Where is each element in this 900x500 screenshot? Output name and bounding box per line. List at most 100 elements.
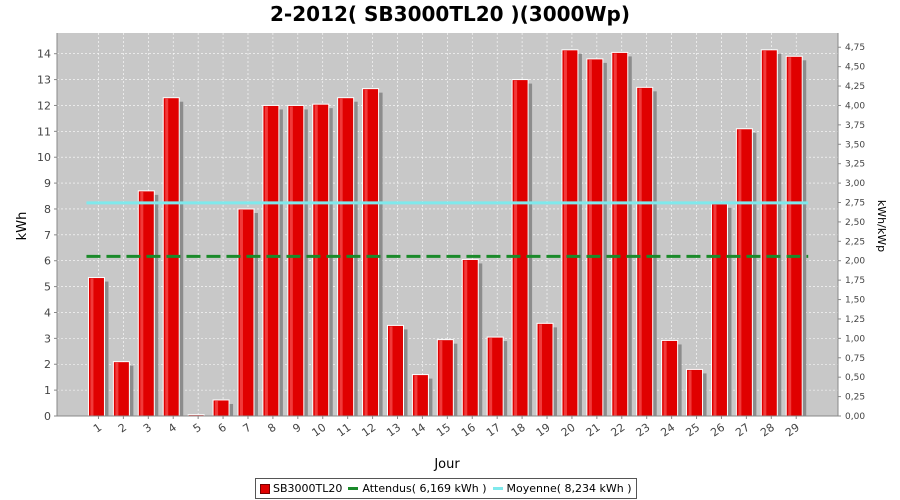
y2-axis-title: kWh/kWp	[875, 200, 888, 252]
y-tick-label: 5	[44, 281, 51, 294]
bar-highlight	[289, 106, 293, 416]
bar-highlight	[264, 106, 268, 416]
y-tick-label: 6	[44, 255, 51, 268]
bar-highlight	[713, 204, 717, 416]
bar-highlight	[215, 400, 219, 416]
x-tick-label: 7	[241, 421, 254, 436]
legend-label-series: SB3000TL20	[273, 482, 343, 495]
y2-tick-label: 4,00	[845, 101, 865, 111]
x-axis-title: Jour	[433, 457, 460, 472]
x-tick-label: 9	[290, 421, 303, 436]
y2-tick-label: 0,50	[845, 373, 865, 383]
y-tick-label: 3	[44, 332, 51, 345]
bar-highlight	[239, 209, 243, 416]
y2-tick-label: 3,75	[845, 121, 865, 131]
x-tick-label: 25	[683, 421, 702, 440]
x-axis-ticks: 1 2 3 4 5 6 7 8 9 10 11 12 13 14 15 16 17 18 19 20 21 22 23 24 2…	[91, 416, 802, 439]
bar-highlight	[788, 57, 792, 417]
y-tick-label: 13	[37, 74, 51, 87]
bar-highlight	[763, 50, 767, 416]
y2-tick-label: 0,25	[845, 393, 865, 403]
y2-tick-label: 0,75	[845, 354, 865, 364]
x-tick-label: 29	[783, 421, 802, 440]
legend-bar-swatch	[260, 483, 270, 494]
bar-highlight	[663, 341, 667, 416]
y2-tick-label: 4,75	[845, 43, 865, 53]
y-tick-label: 14	[37, 48, 51, 61]
bar-highlight	[339, 98, 343, 416]
y-tick-label: 2	[44, 358, 51, 371]
y2-tick-label: 2,75	[845, 199, 865, 209]
x-tick-label: 20	[559, 421, 578, 440]
bar-highlight	[539, 324, 543, 416]
bar-highlight	[638, 88, 642, 416]
y2-tick-label: 1,50	[845, 296, 865, 306]
y2-tick-label: 0,00	[845, 412, 865, 422]
y2-tick-label: 3,25	[845, 160, 865, 170]
bar-highlight	[738, 129, 742, 416]
x-tick-label: 14	[409, 421, 428, 440]
legend-item-bars: SB3000TL20	[260, 482, 342, 495]
legend-attendus-swatch	[348, 487, 359, 490]
y2-tick-label: 3,00	[845, 179, 865, 189]
x-tick-label: 6	[216, 421, 229, 436]
bar-highlight	[439, 340, 443, 416]
y-tick-label: 1	[44, 384, 51, 397]
bar-highlight	[688, 370, 692, 416]
bar-highlight	[588, 59, 592, 416]
x-tick-label: 21	[584, 421, 603, 440]
x-tick-label: 16	[459, 421, 478, 440]
y2-tick-label: 4,50	[845, 63, 865, 73]
bar-highlight	[140, 191, 144, 416]
legend-moyenne-swatch	[492, 487, 503, 490]
legend-item-moyenne: Moyenne( 8,234 kWh )	[492, 482, 632, 495]
y2-tick-label: 4,25	[845, 82, 865, 92]
y2-tick-label: 3,50	[845, 140, 865, 150]
legend: SB3000TL20 Attendus( 6,169 kWh ) Moyenne…	[255, 478, 637, 499]
bar-highlight	[563, 50, 567, 416]
chart-title: 2-2012( SB3000TL20 )(3000Wp)	[270, 2, 630, 26]
x-tick-label: 4	[166, 421, 179, 436]
bar-highlight	[364, 89, 368, 416]
x-tick-label: 28	[758, 421, 777, 440]
x-tick-label: 11	[334, 421, 353, 440]
y-tick-label: 11	[37, 125, 51, 138]
x-tick-label: 8	[265, 421, 278, 436]
x-tick-label: 5	[191, 421, 204, 436]
y-tick-label: 10	[37, 151, 51, 164]
bar-highlight	[115, 362, 119, 416]
y-tick-label: 9	[44, 177, 51, 190]
y2-tick-label: 2,00	[845, 257, 865, 267]
y-tick-label: 8	[44, 203, 51, 216]
x-tick-label: 26	[708, 421, 727, 440]
y2-tick-label: 1,25	[845, 315, 865, 325]
y-tick-label: 0	[44, 410, 51, 423]
x-tick-label: 12	[359, 421, 378, 440]
x-tick-label: 13	[384, 421, 403, 440]
x-tick-label: 24	[658, 421, 677, 440]
x-tick-label: 19	[534, 421, 553, 440]
x-tick-label: 27	[733, 421, 752, 440]
legend-label-attendus: Attendus( 6,169 kWh )	[362, 482, 487, 495]
y2-tick-label: 2,50	[845, 218, 865, 228]
bar-highlight	[464, 260, 468, 416]
x-tick-label: 15	[434, 421, 453, 440]
bar-highlight	[613, 53, 617, 416]
bar-highlight	[514, 80, 518, 416]
y2-tick-label: 1,75	[845, 276, 865, 286]
y-axis-title: kWh	[15, 212, 30, 241]
legend-item-attendus: Attendus( 6,169 kWh )	[348, 482, 487, 495]
y-tick-label: 12	[37, 99, 51, 112]
y2-tick-label: 1,00	[845, 334, 865, 344]
legend-label-moyenne: Moyenne( 8,234 kWh )	[506, 482, 632, 495]
y-tick-label: 7	[44, 229, 51, 242]
x-tick-label: 1	[91, 421, 104, 436]
bar-highlight	[314, 105, 318, 417]
bar-highlight	[414, 375, 418, 416]
y2-tick-label: 2,25	[845, 237, 865, 247]
x-tick-label: 22	[609, 421, 628, 440]
x-tick-label: 17	[484, 421, 503, 440]
bar-highlight	[90, 278, 94, 416]
